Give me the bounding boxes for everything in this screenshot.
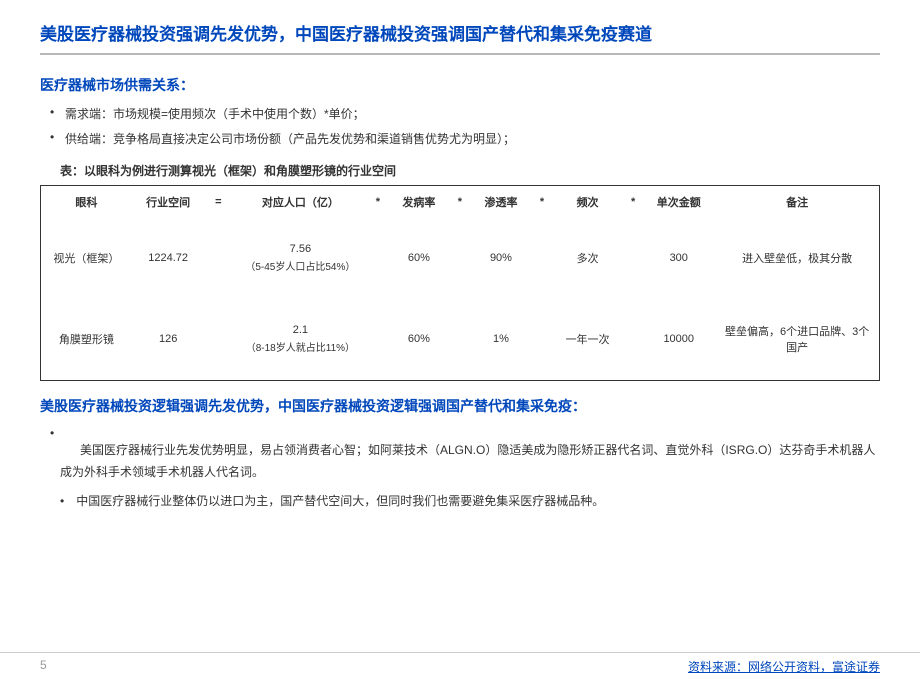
section2-para2: • 中国医疗器械行业整体仍以进口为主，国产替代空间大，但同时我们也需要避免集采医…: [40, 491, 880, 513]
main-title: 美股医疗器械投资强调先发优势，中国医疗器械投资强调国产替代和集采免疫赛道: [40, 20, 880, 55]
bullet-supply: 供给端：竞争格局直接决定公司市场份额（产品先发优势和渠道销售优势尤为明显）；: [50, 130, 880, 147]
industry-space-table: 眼科 行业空间 = 对应人口（亿） * 发病率 * 渗透率 * 频次 * 单次金…: [40, 185, 880, 381]
cell-population: 7.56 （5-45岁人口占比54%）: [232, 218, 369, 298]
section1-heading: 医疗器械市场供需关系：: [40, 75, 880, 95]
th-amount: 单次金额: [642, 186, 715, 219]
th-penetration: 渗透率: [469, 186, 533, 219]
cell-incidence: 60%: [387, 218, 451, 298]
cell-penetration: 1%: [469, 298, 533, 381]
cell-space: 1224.72: [132, 218, 205, 298]
cell-population: 2.1 （8-18岁人就占比11%）: [232, 298, 369, 381]
page-number: 5: [40, 658, 47, 675]
cell-category: 视光（框架）: [41, 218, 132, 298]
th-note: 备注: [715, 186, 879, 219]
table-row: 角膜塑形镜 126 2.1 （8-18岁人就占比11%） 60% 1% 一年一次…: [41, 298, 880, 381]
bullet-demand: 需求端：市场规模=使用频次（手术中使用个数）*单价；: [50, 105, 880, 122]
section2-heading: 美股医疗器械投资逻辑强调先发优势，中国医疗器械投资逻辑强调国产替代和集采免疫：: [40, 396, 880, 416]
table-caption: 表：以眼科为例进行测算视光（框架）和角膜塑形镜的行业空间: [40, 162, 880, 179]
cell-space: 126: [132, 298, 205, 381]
cell-note: 进入壁垒低，极其分散: [715, 218, 879, 298]
cell-incidence: 60%: [387, 298, 451, 381]
source-text: 资料来源：网络公开资料，富途证券: [688, 658, 880, 675]
th-star1: *: [369, 186, 387, 219]
cell-amount: 10000: [642, 298, 715, 381]
footer: 5 资料来源：网络公开资料，富途证券: [0, 652, 920, 675]
cell-category: 角膜塑形镜: [41, 298, 132, 381]
th-star3: *: [533, 186, 551, 219]
table-row: 视光（框架） 1224.72 7.56 （5-45岁人口占比54%） 60% 9…: [41, 218, 880, 298]
th-star4: *: [624, 186, 642, 219]
th-space: 行业空间: [132, 186, 205, 219]
th-category: 眼科: [41, 186, 132, 219]
th-star2: *: [451, 186, 469, 219]
cell-penetration: 90%: [469, 218, 533, 298]
cell-frequency: 一年一次: [551, 298, 624, 381]
table-header-row: 眼科 行业空间 = 对应人口（亿） * 发病率 * 渗透率 * 频次 * 单次金…: [41, 186, 880, 219]
cell-amount: 300: [642, 218, 715, 298]
cell-frequency: 多次: [551, 218, 624, 298]
cell-note: 壁垒偏高，6个进口品牌、3个国产: [715, 298, 879, 381]
th-incidence: 发病率: [387, 186, 451, 219]
th-frequency: 频次: [551, 186, 624, 219]
th-population: 对应人口（亿）: [232, 186, 369, 219]
supply-demand-list: 需求端：市场规模=使用频次（手术中使用个数）*单价； 供给端：竞争格局直接决定公…: [40, 105, 880, 147]
section2-para1: 美国医疗器械行业先发优势明显，易占领消费者心智；如阿莱技术（ALGN.O）隐适美…: [40, 440, 880, 483]
th-eq: =: [205, 186, 232, 219]
